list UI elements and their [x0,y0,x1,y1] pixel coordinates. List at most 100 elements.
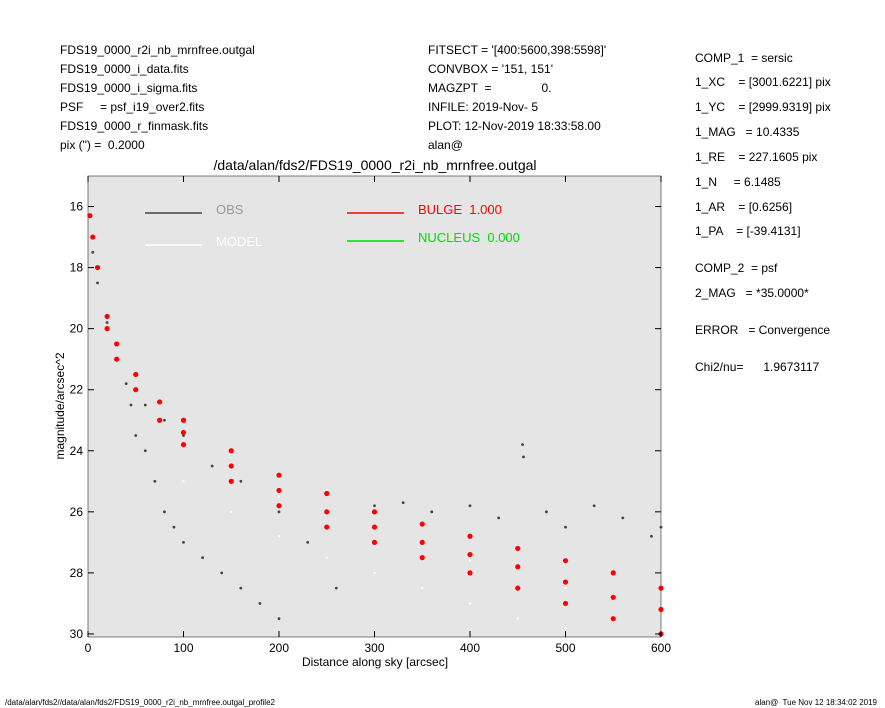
footer-right: alan@ Tue Nov 12 18:34:02 2019 [755,698,878,707]
info-text: FDS19_0000_i_sigma.fits [60,81,197,95]
info-text: FDS19_0000_r_finmask.fits [60,119,208,133]
info-text: ERROR = Convergence [695,323,830,337]
data-point [467,533,473,539]
x-tick-label: 0 [85,641,92,655]
chart-title: /data/alan/fds2/FDS19_0000_r2i_nb_mrnfre… [214,157,537,173]
data-point [228,478,234,484]
data-point [277,495,281,498]
data-point [564,525,567,529]
x-axis-label: Distance along sky [arcsec] [302,655,448,669]
data-point [421,587,424,590]
data-point [521,443,524,447]
info-text: 1_XC = [3001.6221] pix [695,75,831,89]
data-point [562,558,569,564]
data-point [228,463,234,469]
info-text: 2_MAG = *35.0000* [695,286,809,300]
data-point [163,418,166,422]
data-point [522,455,525,459]
data-point [515,564,521,570]
data-point [182,540,185,544]
data-point [94,264,101,271]
data-point [96,281,99,285]
data-point [325,556,328,559]
y-tick-label: 28 [70,566,84,580]
data-point [324,490,330,497]
y-tick-label: 24 [70,444,84,458]
data-point [105,321,109,324]
info-text: COMP_2 = psf [695,261,778,275]
data-point [610,594,616,600]
data-point [239,479,243,483]
data-point [277,535,281,538]
x-tick-label: 300 [364,641,384,655]
data-point [468,504,472,508]
data-point [277,617,281,621]
info-text: COMP_1 = sersic [695,51,793,65]
info-text: 1_N = 6.1485 [695,175,781,189]
data-point [419,539,425,545]
data-point [220,571,224,575]
data-point [592,504,596,508]
data-point [515,545,521,552]
data-point [172,525,176,529]
data-point [143,449,147,453]
data-point [276,472,282,478]
data-point [104,326,110,332]
info-text: PLOT: 12-Nov-2019 18:33:58.00 [428,119,601,133]
y-tick-label: 26 [70,505,84,519]
y-tick-label: 20 [70,322,84,336]
info-text: 1_AR = [0.6256] [695,200,792,214]
data-point [610,616,616,622]
info-text: 1_MAG = 10.4335 [695,125,800,139]
data-point [306,540,310,544]
data-point [468,602,472,605]
info-text: 1_RE = 227.1605 pix [695,150,817,164]
data-point [239,586,243,590]
data-point [371,509,378,515]
info-text: 1_PA = [-39.4131] [695,224,801,238]
y-tick-label: 18 [70,261,84,275]
data-point [277,510,281,514]
data-point [114,356,120,362]
data-point [658,585,664,591]
data-point [371,539,378,545]
data-point [133,387,139,393]
data-point [153,479,157,483]
data-point [182,480,185,483]
data-point [163,510,166,514]
data-point [467,551,473,558]
data-point [157,417,163,423]
data-point [373,504,376,508]
x-tick-label: 400 [460,641,480,655]
info-text: FDS19_0000_i_data.fits [60,62,189,76]
data-point [621,516,625,520]
data-point [468,559,472,562]
info-text: CONVBOX = '151, 151' [428,62,553,76]
data-point [401,501,405,505]
footer-left: /data/alan/fds2//data/alan/fds2/FDS19_00… [5,698,276,707]
data-point [497,516,501,520]
data-point [650,534,653,538]
data-point [180,417,187,423]
data-point [91,250,95,254]
data-point [124,382,128,386]
data-point [334,586,338,590]
data-point [659,525,663,529]
x-tick-label: 100 [173,641,193,655]
data-point [258,602,262,605]
legend-label: MODEL [216,234,262,249]
data-point [133,371,139,378]
data-point [87,213,93,219]
data-point [143,403,147,407]
data-point [201,556,205,560]
data-point [230,510,233,513]
data-point [467,570,473,576]
data-point [610,570,616,576]
data-point [114,341,120,347]
data-point [324,509,330,515]
y-tick-label: 30 [70,627,84,641]
data-point [545,510,548,514]
data-point [90,234,96,240]
data-point [515,585,521,591]
